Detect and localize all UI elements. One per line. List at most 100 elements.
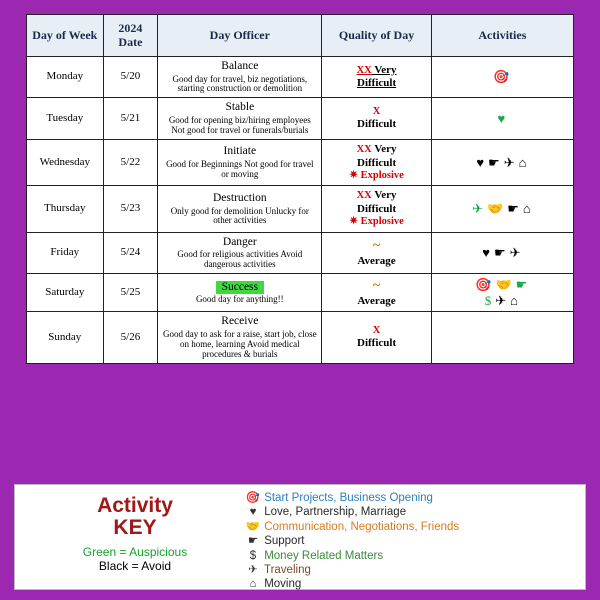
- quality-label: Difficult: [326, 157, 426, 170]
- header-quality: Quality of Day: [322, 15, 431, 57]
- key-item-label: Support: [261, 535, 304, 547]
- officer-title: Danger: [162, 236, 317, 250]
- table-row: Sunday5/26ReceiveGood day to ask for a r…: [27, 312, 574, 363]
- quality-mark: ~: [373, 278, 380, 293]
- cell-date: 5/24: [103, 232, 158, 274]
- cell-activities: ♥☛✈⌂: [431, 139, 573, 185]
- quality-mark: X: [373, 325, 381, 336]
- key-item-icon: ♥: [245, 505, 261, 519]
- key-item-icon: 🤝: [245, 520, 261, 534]
- activity-icon: 🤝: [487, 201, 505, 217]
- key-auspicious: Green = Auspicious: [25, 545, 245, 559]
- key-item-label: Love, Partnership, Marriage: [261, 506, 406, 518]
- cell-officer: BalanceGood day for travel, biz negotiat…: [158, 56, 322, 98]
- quality-mark: XX: [357, 190, 372, 201]
- key-item-icon: 🎯: [245, 491, 261, 505]
- cell-date: 5/22: [103, 139, 158, 185]
- cell-officer: StableGood for opening biz/hiring employ…: [158, 98, 322, 140]
- quality-label: Difficult: [326, 77, 426, 90]
- cell-activities: ♥☛✈: [431, 232, 573, 274]
- activity-icon: ☛: [507, 201, 521, 217]
- table-row: Monday5/20BalanceGood day for travel, bi…: [27, 56, 574, 98]
- officer-title: Stable: [162, 101, 317, 115]
- cell-quality: XDifficult: [322, 312, 431, 363]
- cell-quality: XDifficult: [322, 98, 431, 140]
- officer-title: Receive: [162, 315, 317, 329]
- activity-icon: ☛: [488, 155, 502, 171]
- officer-desc: Only good for demolition Unlucky for oth…: [162, 207, 317, 227]
- officer-desc: Good for Beginnings Not good for travel …: [162, 160, 317, 180]
- quality-label: Difficult: [326, 118, 426, 131]
- quality-suffix: Very: [372, 143, 397, 155]
- activity-icon: ⌂: [510, 293, 520, 309]
- officer-desc: Good for religious activities Avoid dang…: [162, 250, 317, 270]
- key-item-label: Money Related Matters: [261, 550, 383, 562]
- quality-mark: XX: [357, 65, 372, 76]
- key-title-1: Activity: [25, 495, 245, 517]
- key-item-icon: $: [245, 549, 261, 563]
- quality-label: Average: [326, 255, 426, 268]
- activity-icon: 🤝: [496, 277, 514, 293]
- officer-title: Destruction: [162, 192, 317, 206]
- key-item-icon: ✈: [245, 563, 261, 577]
- table-row: Friday5/24DangerGood for religious activ…: [27, 232, 574, 274]
- cell-activities: 🎯: [431, 56, 573, 98]
- quality-label: Difficult: [326, 203, 426, 216]
- cell-dow: Saturday: [27, 274, 104, 312]
- header-row: Day of Week 2024 Date Day Officer Qualit…: [27, 15, 574, 57]
- cell-activities: ♥: [431, 98, 573, 140]
- cell-date: 5/20: [103, 56, 158, 98]
- quality-mark: XX: [357, 144, 372, 155]
- cell-dow: Sunday: [27, 312, 104, 363]
- cell-officer: DestructionOnly good for demolition Unlu…: [158, 186, 322, 232]
- key-item-icon: ⌂: [245, 577, 261, 591]
- header-activities: Activities: [431, 15, 573, 57]
- header-date: 2024 Date: [103, 15, 158, 57]
- activity-icon: ⌂: [523, 201, 533, 217]
- cell-quality: ~ Average: [322, 232, 431, 274]
- activity-icon: ✈: [472, 201, 485, 217]
- activity-icon: ♥: [476, 155, 486, 171]
- cell-officer: ReceiveGood day to ask for a raise, star…: [158, 312, 322, 363]
- key-left: Activity KEY Green = Auspicious Black = …: [25, 491, 245, 583]
- cell-activities: ✈🤝☛⌂: [431, 186, 573, 232]
- key-item: 🎯 Start Projects, Business Opening: [245, 491, 575, 505]
- activity-icon: ☛: [516, 277, 530, 293]
- cell-quality: XX VeryDifficult: [322, 56, 431, 98]
- activity-icon: ✈: [495, 293, 508, 309]
- key-item-label: Traveling: [261, 564, 311, 576]
- activity-icon: ✈: [504, 155, 517, 171]
- activity-key-box: Activity KEY Green = Auspicious Black = …: [14, 484, 586, 590]
- activity-icon: ♥: [482, 245, 492, 261]
- cell-quality: ~ Average: [322, 274, 431, 312]
- table-row: Tuesday5/21StableGood for opening biz/hi…: [27, 98, 574, 140]
- quality-suffix: Very: [372, 189, 397, 201]
- officer-title: Success: [216, 281, 264, 295]
- key-title-2: KEY: [25, 517, 245, 539]
- officer-title: Balance: [162, 60, 317, 74]
- cell-officer: SuccessGood day for anything!!: [158, 274, 322, 312]
- cell-date: 5/26: [103, 312, 158, 363]
- key-item-label: Start Projects, Business Opening: [261, 492, 433, 504]
- cell-officer: InitiateGood for Beginnings Not good for…: [158, 139, 322, 185]
- cell-dow: Monday: [27, 56, 104, 98]
- cell-date: 5/23: [103, 186, 158, 232]
- table-row: Wednesday5/22InitiateGood for Beginnings…: [27, 139, 574, 185]
- key-item: 🤝 Communication, Negotiations, Friends: [245, 520, 575, 534]
- key-avoid: Black = Avoid: [25, 559, 245, 573]
- activity-icon: 🎯: [475, 277, 493, 293]
- key-item-label: Moving: [261, 578, 301, 590]
- quality-mark: ~: [373, 238, 380, 253]
- week-table: Day of Week 2024 Date Day Officer Qualit…: [26, 14, 574, 364]
- cell-dow: Friday: [27, 232, 104, 274]
- key-item: ♥ Love, Partnership, Marriage: [245, 505, 575, 519]
- key-item: $ Money Related Matters: [245, 549, 575, 563]
- officer-desc: Good day to ask for a raise, start job, …: [162, 330, 317, 360]
- quality-suffix: Very: [372, 64, 397, 76]
- activity-icon: ♥: [498, 111, 508, 127]
- officer-title: Initiate: [162, 145, 317, 159]
- quality-label: Average: [326, 295, 426, 308]
- key-item: ⌂ Moving: [245, 577, 575, 591]
- cell-officer: DangerGood for religious activities Avoi…: [158, 232, 322, 274]
- explosive-label: ✷ Explosive: [326, 170, 426, 183]
